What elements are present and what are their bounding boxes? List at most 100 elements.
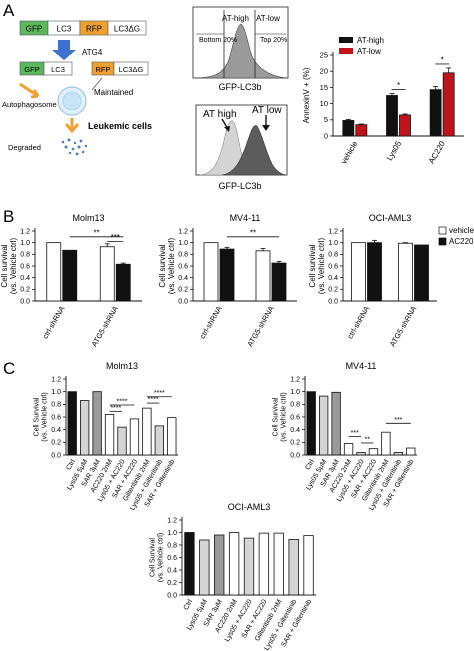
- significance-label: ***: [394, 417, 402, 424]
- y-axis-label-line: (vs. Vehicle ctrl): [167, 237, 176, 294]
- y-axis-label-line: Cell survival: [158, 244, 167, 287]
- x-tick-label: ctrl-shRNA: [41, 305, 67, 341]
- down-arrow-icon: [52, 40, 76, 60]
- significance-label: ****: [154, 390, 165, 397]
- x-tick-label: Ctrl: [304, 458, 316, 471]
- y-tick-label: 0.4: [20, 275, 30, 282]
- arrow-at-low-head-icon: [262, 125, 270, 131]
- significance-label: ***: [111, 233, 120, 242]
- y-tick-label: 1.0: [20, 240, 30, 247]
- product-gfp-label: GFP: [24, 65, 39, 74]
- x-tick-label: ATG5-shRNA: [388, 305, 418, 349]
- flow-top-top20: Top 20%: [260, 37, 287, 44]
- bar: [243, 537, 255, 596]
- legend-swatch-at-low: [339, 48, 353, 54]
- legend-label-ac220: AC220: [449, 237, 474, 246]
- bar-at-low: [442, 72, 455, 137]
- y-tick-label: 1.2: [167, 517, 177, 524]
- product-lc3: [43, 61, 73, 76]
- y-tick-label: 0.2: [51, 440, 61, 447]
- bar-ac220: [115, 263, 131, 302]
- panel-label-b: B: [3, 207, 14, 226]
- significance-label: ****: [117, 398, 128, 405]
- leukemic-label: Leukemic cells: [88, 121, 152, 131]
- x-tick-label: vehicle: [339, 139, 360, 166]
- flow-histogram-top: AT-high AT-low Bottom 20% Top 20% GFP-LC…: [192, 6, 289, 92]
- bar: [288, 538, 299, 596]
- y-axis-label-line: Cell Survival: [34, 397, 41, 436]
- y-tick-label: 1.2: [328, 228, 338, 235]
- product-rfp-label: RFP: [96, 65, 111, 74]
- degraded-label: Degraded: [8, 143, 41, 152]
- y-axis-label-line: (vs. Vehicle ctrl): [158, 533, 165, 582]
- bar-ac220: [271, 262, 287, 302]
- chart-title: Molm13: [106, 361, 138, 371]
- bar-at-low: [399, 114, 411, 137]
- y-tick-label: 0.4: [51, 427, 61, 434]
- y-tick-label: 1.2: [51, 376, 61, 383]
- bar: [142, 407, 152, 456]
- legend-swatch-vehicle: [438, 226, 447, 235]
- flow-bottom-at-high: AT high: [203, 109, 237, 120]
- y-axis-label: Cell Survival(vs. Vehicle ctrl): [273, 392, 288, 441]
- y-tick-label: 0.6: [328, 263, 338, 270]
- y-tick-label: 0.8: [20, 252, 30, 259]
- y-tick-label: 1.0: [51, 389, 61, 396]
- degraded-dots-icon: [61, 138, 88, 156]
- x-tick-label: ctrl-shRNA: [345, 305, 371, 341]
- x-tick-label: Lys05: [385, 139, 404, 162]
- bar: [319, 395, 329, 456]
- bar: [129, 418, 140, 456]
- y-tick-label: 0.4: [290, 427, 300, 434]
- flow-histogram-bottom: AT high AT low GFP-LC3b: [195, 104, 288, 191]
- y-tick-label: 5: [324, 115, 328, 124]
- construct-rfp-label: RFP: [86, 25, 102, 34]
- bar-at-high: [429, 89, 442, 137]
- y-tick-label: 0.8: [290, 402, 300, 409]
- schematic: GFP LC3 RFP LC3ΔG ATG4 GFP LC3 RFP LC3ΔG…: [2, 20, 152, 156]
- y-tick-label: 0.0: [328, 298, 338, 305]
- flow-bottom-xlabel: GFP-LC3b: [218, 181, 261, 191]
- bar: [214, 534, 225, 596]
- construct-gfp-label: GFP: [26, 25, 42, 34]
- flow-bottom-peak-low: [221, 125, 287, 176]
- construct-lc3dg: [107, 20, 147, 36]
- bar: [67, 391, 77, 456]
- bar-ac220: [62, 249, 78, 302]
- legend-label-at-high: AT-high: [357, 36, 384, 45]
- y-tick-label: 20: [320, 67, 328, 76]
- orange-arrow-icon-1: [19, 82, 40, 99]
- bar: [331, 391, 341, 456]
- flow-top-bottom20: Bottom 20%: [199, 37, 237, 44]
- bar-at-low: [355, 124, 368, 137]
- bar: [104, 414, 115, 456]
- legend-swatch-ac220: [438, 237, 447, 246]
- bar: [368, 448, 379, 456]
- bar: [356, 452, 366, 456]
- bar-vehicle: [203, 242, 219, 302]
- y-tick-label: 0.8: [178, 252, 188, 259]
- y-tick-label: 0.2: [20, 287, 30, 294]
- x-tick-label: ATG5-shRNA: [245, 305, 275, 349]
- bar-vehicle: [46, 242, 62, 302]
- product-lc3dg: [113, 61, 149, 76]
- construct-lc3-label: LC3: [57, 25, 72, 34]
- y-tick-label: 1.2: [290, 376, 300, 383]
- chart-title: MV4-11: [346, 361, 377, 371]
- y-tick-label: 0.6: [51, 414, 61, 421]
- y-tick-label: 0.2: [178, 287, 188, 294]
- x-tick-label: Ctrl: [183, 598, 195, 611]
- y-tick-label: 15: [320, 83, 328, 92]
- bar: [393, 452, 403, 456]
- bar-vehicle: [99, 246, 115, 302]
- y-tick-label: 0.6: [167, 555, 177, 562]
- bar: [273, 532, 284, 596]
- y-axis-label: Cell survival(vs. Vehicle ctrl): [158, 237, 176, 294]
- legend-label-vehicle: vehicle: [449, 226, 474, 235]
- chart-title: OCI-AML3: [369, 213, 412, 223]
- significance-label: ***: [351, 430, 359, 437]
- bar-vehicle: [398, 242, 413, 302]
- y-axis-label: AnnexinV + (%): [302, 67, 311, 123]
- bar: [228, 532, 240, 596]
